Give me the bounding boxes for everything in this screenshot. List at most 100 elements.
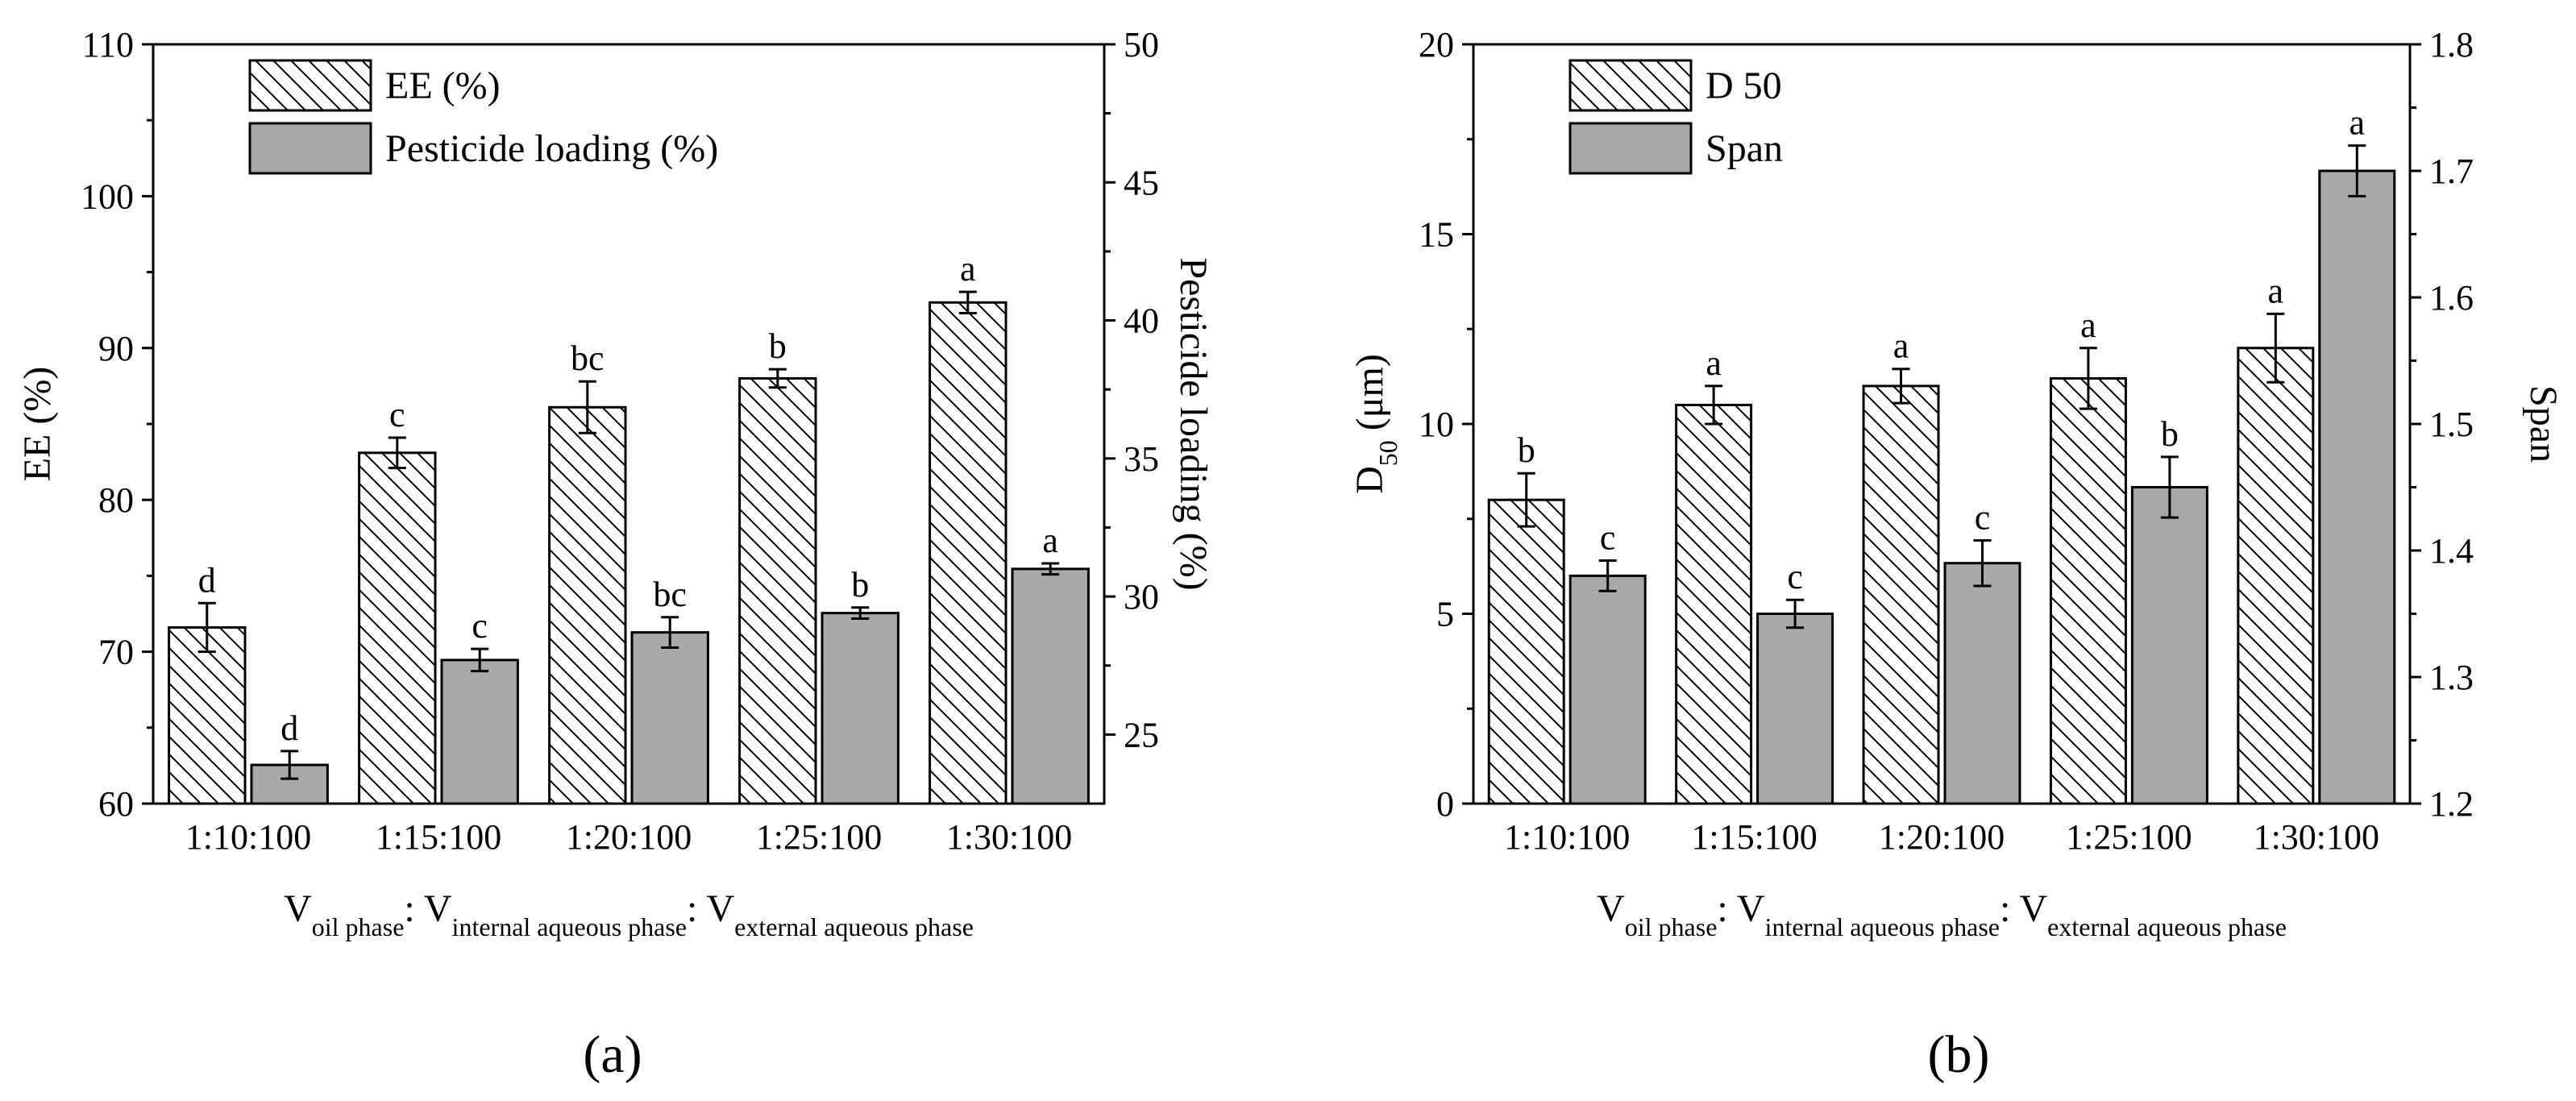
category-label: 1:10:100	[185, 817, 311, 857]
left-tick-label: 90	[98, 329, 134, 368]
legend-label: EE (%)	[385, 64, 501, 107]
significance-letter: a	[2268, 271, 2284, 310]
right-tick-label: 50	[1124, 25, 1159, 64]
error-bar	[1041, 562, 1060, 576]
error-bar	[2348, 144, 2366, 197]
left-tick-label: 15	[1419, 215, 1454, 255]
significance-letter: a	[2080, 305, 2096, 345]
error-bar	[1705, 384, 1723, 426]
legend-swatch	[248, 122, 372, 175]
right-tick-label: 1.4	[2429, 531, 2474, 571]
left-tick-label: 0	[1436, 784, 1454, 824]
significance-letter: c	[1600, 518, 1616, 558]
right-tick-label: 1.5	[2429, 405, 2474, 444]
significance-letter: b	[2161, 414, 2179, 454]
error-bar	[1892, 368, 1910, 405]
error-bar	[2079, 347, 2097, 410]
error-bar	[1973, 538, 1992, 588]
left-axis-title: EE (%)	[16, 367, 59, 482]
error-bar	[280, 750, 299, 780]
significance-letter: a	[2350, 103, 2366, 143]
x-axis-title: Voil phase: Vinternal aqueous phase: Vex…	[284, 887, 974, 941]
error-bar	[768, 368, 787, 389]
bar	[1862, 384, 1940, 805]
right-tick-label: 1.2	[2429, 784, 2474, 824]
bar	[929, 301, 1008, 805]
left-tick-label: 80	[98, 480, 134, 520]
left-tick-label: 110	[82, 25, 134, 64]
right-tick-label: 25	[1124, 715, 1159, 754]
bar	[168, 625, 247, 805]
significance-letter: d	[280, 708, 298, 748]
legend-label: D 50	[1706, 64, 1782, 107]
left-tick-label: 100	[81, 177, 134, 216]
left-tick-label: 70	[98, 633, 134, 672]
significance-letter: c	[472, 606, 488, 646]
error-bar	[388, 436, 406, 470]
right-tick-label: 30	[1124, 577, 1159, 617]
legend-label: Pesticide loading (%)	[385, 127, 718, 170]
panel-label: (b)	[1928, 1025, 1990, 1084]
bar	[358, 451, 437, 805]
significance-letter: a	[960, 249, 976, 289]
right-axis-title: Pesticide loading (%)	[1172, 257, 1215, 590]
error-bar	[1517, 472, 1535, 528]
significance-letter: d	[198, 560, 216, 600]
error-bar	[851, 606, 870, 620]
error-bar	[471, 647, 489, 673]
right-tick-label: 1.3	[2429, 658, 2474, 697]
category-label: 1:30:100	[946, 817, 1072, 857]
error-bar	[578, 380, 596, 434]
error-bar	[2266, 312, 2285, 384]
right-tick-label: 1.8	[2429, 25, 2474, 64]
panel-a: 60 70 80 90 100 110 25 30 35 40 45 50 d c bc b a d c bc b a 1:…	[16, 25, 1215, 1084]
bar	[2049, 376, 2127, 805]
bar	[2237, 347, 2315, 805]
error-bar	[958, 290, 977, 314]
bar	[2318, 169, 2396, 805]
category-label: 1:15:100	[1691, 817, 1817, 857]
right-axis-title: Span	[2522, 385, 2565, 463]
category-label: 1:15:100	[376, 817, 501, 857]
significance-letter: c	[1787, 557, 1803, 596]
significance-letter: a	[1893, 326, 1909, 366]
bar	[1011, 567, 1090, 805]
bar	[1943, 562, 2021, 805]
left-axis-title: D50 (μm)	[1348, 354, 1402, 494]
legend-swatch	[1568, 122, 1693, 175]
right-tick-label: 1.6	[2429, 278, 2474, 318]
left-tick-label: 10	[1419, 405, 1454, 444]
panel-label: (a)	[583, 1025, 642, 1084]
bar	[1675, 403, 1753, 805]
significance-letter: b	[1518, 430, 1535, 470]
left-tick-label: 5	[1436, 595, 1454, 634]
right-tick-label: 45	[1124, 163, 1159, 202]
bar	[821, 612, 900, 805]
bar	[440, 659, 519, 805]
category-label: 1:25:100	[756, 817, 882, 857]
bar	[2130, 486, 2208, 805]
right-tick-label: 1.7	[2429, 152, 2474, 191]
bar	[1487, 498, 1565, 805]
category-label: 1:30:100	[2254, 817, 2379, 857]
significance-letter: c	[1975, 497, 1991, 537]
legend-swatch	[1568, 59, 1693, 112]
panel-b: 0 5 10 15 20 1.2 1.3 1.4 1.5 1.6 1.7 1.8 b a a a a c c c b a 1…	[1348, 25, 2565, 1084]
category-label: 1:10:100	[1504, 817, 1630, 857]
error-bar	[2160, 455, 2179, 519]
right-tick-label: 35	[1124, 439, 1159, 479]
bar	[548, 405, 627, 805]
bar	[1756, 613, 1834, 805]
significance-letter: bc	[571, 339, 605, 378]
error-bar	[1598, 559, 1617, 592]
significance-letter: c	[389, 395, 405, 434]
category-label: 1:20:100	[1879, 817, 2005, 857]
error-bar	[661, 616, 679, 649]
significance-letter: b	[851, 565, 869, 605]
x-axis-title: Voil phase: Vinternal aqueous phase: Vex…	[1597, 887, 2287, 941]
right-tick-label: 40	[1124, 301, 1159, 341]
left-tick-label: 20	[1419, 25, 1454, 64]
category-label: 1:20:100	[566, 817, 692, 857]
bar	[630, 631, 709, 805]
